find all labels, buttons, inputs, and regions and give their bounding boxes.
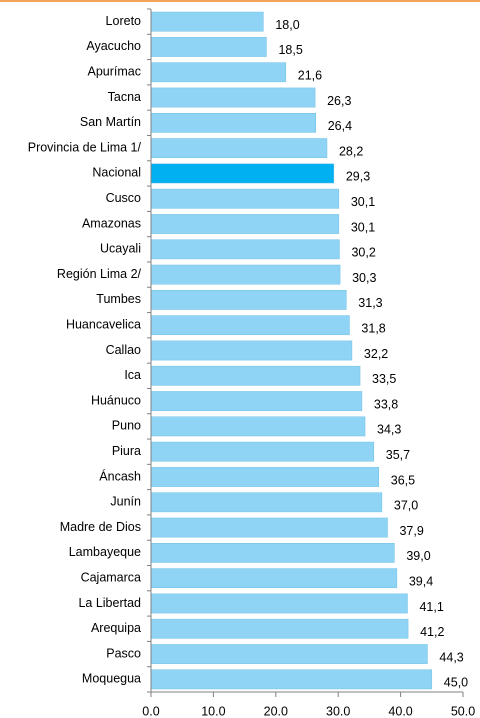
value-label: 26,4 <box>328 119 352 133</box>
value-label: 41,1 <box>419 600 443 614</box>
value-label: 33,8 <box>374 397 398 411</box>
bar <box>150 568 398 589</box>
y-tick-label: Huánuco <box>91 393 141 407</box>
y-tick-label: Callao <box>106 343 141 357</box>
bar <box>150 391 363 411</box>
value-label: 37,9 <box>399 524 423 538</box>
x-tick-label: 0.0 <box>142 704 159 718</box>
value-label: 44,3 <box>439 650 463 664</box>
value-label: 26,3 <box>327 94 351 108</box>
bar <box>150 163 335 184</box>
y-tick-label: Provincia de Lima 1/ <box>28 140 142 154</box>
bar <box>150 441 375 462</box>
y-tick-label: Puno <box>112 419 141 433</box>
y-tick-label: Huancavelica <box>66 318 141 332</box>
y-tick-label: Junín <box>110 495 141 509</box>
bar <box>150 365 361 386</box>
value-label: 32,2 <box>364 347 388 361</box>
bar <box>150 492 383 513</box>
x-tick-label: 50.0 <box>451 704 475 718</box>
value-label: 41,2 <box>420 625 444 639</box>
y-tick-label: Cajamarca <box>81 570 141 584</box>
y-tick-label: Apurímac <box>88 65 142 79</box>
bar <box>150 543 395 563</box>
bar <box>150 669 433 690</box>
x-tick-label: 10.0 <box>201 704 225 718</box>
bar <box>150 593 408 614</box>
value-label: 39,0 <box>406 549 430 563</box>
bar <box>150 214 340 234</box>
value-label: 21,6 <box>298 69 322 83</box>
y-tick-label: Ayacucho <box>86 39 141 53</box>
bar <box>150 340 353 361</box>
value-label: 36,5 <box>391 473 415 487</box>
value-label: 18,0 <box>275 18 299 32</box>
value-label: 29,3 <box>346 170 370 184</box>
value-label: 31,3 <box>358 296 382 310</box>
x-tick-label: 30.0 <box>326 704 350 718</box>
y-tick-label: Áncash <box>99 468 141 483</box>
x-tick-label: 20.0 <box>264 704 288 718</box>
bar <box>150 239 340 260</box>
value-label: 37,0 <box>394 499 418 513</box>
bar <box>150 138 328 158</box>
y-tick-label: Arequipa <box>91 621 141 635</box>
value-label: 33,5 <box>372 372 396 386</box>
y-tick-label: San Martín <box>80 115 141 129</box>
y-tick-label: Tumbes <box>96 292 141 306</box>
value-label: 35,7 <box>386 448 410 462</box>
y-tick-label: Región Lima 2/ <box>57 267 142 281</box>
y-tick-label: Moquegua <box>82 672 141 686</box>
value-label: 39,4 <box>409 574 433 588</box>
value-label: 31,8 <box>361 322 385 336</box>
bar <box>150 467 380 487</box>
y-tick-label: Ica <box>124 368 141 382</box>
y-tick-label: Amazonas <box>82 216 141 230</box>
bar <box>150 112 316 133</box>
value-label: 30,2 <box>351 246 375 260</box>
bar <box>150 87 316 108</box>
y-tick-label: Piura <box>112 444 141 458</box>
y-tick-label: Tacna <box>108 90 141 104</box>
value-label: 45,0 <box>444 676 468 690</box>
y-tick-label: Madre de Dios <box>60 520 141 534</box>
value-label: 30,1 <box>351 195 375 209</box>
x-tick-label: 40.0 <box>388 704 412 718</box>
y-tick-label: Pasco <box>106 646 141 660</box>
y-tick-label: Loreto <box>106 14 141 28</box>
bar <box>150 62 287 83</box>
y-tick-label: La Libertad <box>78 596 141 610</box>
value-label: 34,3 <box>377 423 401 437</box>
value-label: 30,3 <box>352 271 376 285</box>
value-label: 30,1 <box>351 220 375 234</box>
value-label: 18,5 <box>278 43 302 57</box>
bar <box>150 644 428 664</box>
top-rule <box>0 0 480 2</box>
y-tick-label: Lambayeque <box>69 545 141 559</box>
y-tick-label: Cusco <box>106 191 141 205</box>
bar <box>150 517 388 538</box>
bar <box>150 290 347 310</box>
value-label: 28,2 <box>339 144 363 158</box>
bar <box>150 618 409 639</box>
bar <box>150 37 267 57</box>
bar <box>150 264 341 285</box>
y-tick-label: Ucayali <box>100 242 141 256</box>
y-tick-label: Nacional <box>92 166 141 180</box>
bar <box>150 11 264 32</box>
bar <box>150 315 350 336</box>
bar <box>150 416 366 437</box>
bar <box>150 188 340 209</box>
